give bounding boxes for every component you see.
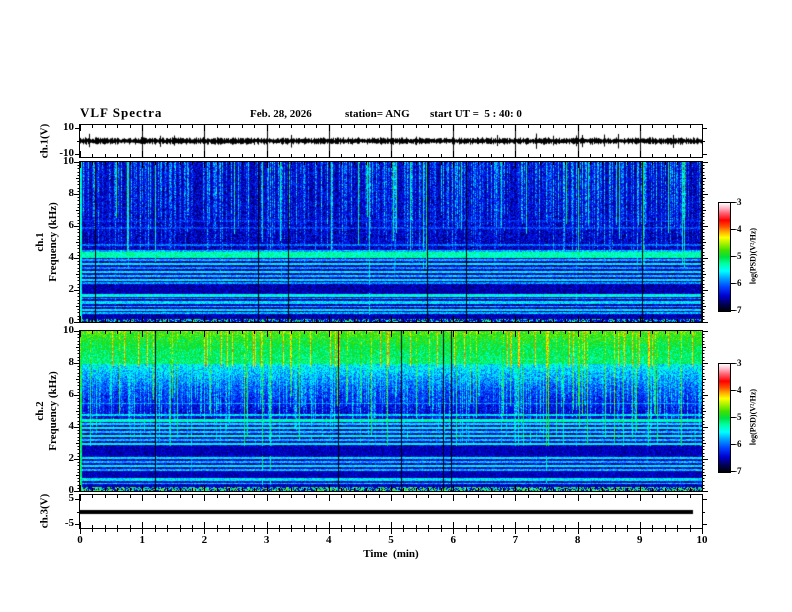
x-axis-title: Time (min) <box>363 548 419 560</box>
colorbar-tick-label: -5 <box>734 251 742 261</box>
y-tick-label: 2 <box>68 452 75 464</box>
colorbar-tick-label: -6 <box>734 439 742 449</box>
x-tick-label: 6 <box>450 534 456 546</box>
figure-title: VLF Spectra <box>80 105 163 120</box>
ch1-spectrogram-canvas <box>80 162 702 322</box>
colorbar-tick-label: -4 <box>734 385 742 395</box>
y-tick-label: 8 <box>68 356 75 368</box>
ch2-spectrogram-axis-label: ch.2 Frequency (kHz) <box>34 371 60 451</box>
x-tick-label: 1 <box>139 534 145 546</box>
colorbar-ch2 <box>718 363 731 473</box>
ch2-axis-label-channel: ch.2 <box>33 401 46 421</box>
colorbar-ch1 <box>718 202 731 312</box>
x-tick-label: 5 <box>388 534 394 546</box>
y-tick-label: 10 <box>63 324 74 336</box>
x-tick-label: 4 <box>326 534 332 546</box>
x-tick-label: 2 <box>201 534 208 546</box>
x-tick-label: 7 <box>512 534 519 546</box>
ch1-axis-label-frequency: Frequency (kHz) <box>47 202 59 282</box>
colorbar-tick-label: -3 <box>734 197 742 207</box>
y-tick-label: 0 <box>68 484 75 496</box>
colorbar-tick-label: -6 <box>734 278 742 288</box>
ch1-waveform-canvas <box>80 125 702 157</box>
ch2-axis-label-frequency: Frequency (kHz) <box>47 371 59 451</box>
y-tick-label: 6 <box>68 388 75 400</box>
y-tick-label: 8 <box>68 187 75 199</box>
y-tick-label: 10 <box>63 120 74 133</box>
ch2-spectrogram-canvas <box>80 331 702 491</box>
start-ut-label: start UT = 5 : 40: 0 <box>430 108 522 120</box>
colorbar-tick-label: -7 <box>734 305 742 315</box>
ch3-waveform-canvas <box>80 495 702 528</box>
station-label: station= ANG <box>345 108 410 120</box>
colorbar-tick-label: -5 <box>734 412 742 422</box>
colorbar-tick-label: -4 <box>734 224 742 234</box>
y-tick-label: -5 <box>64 517 74 530</box>
y-tick-label: 4 <box>68 251 75 263</box>
colorbar-tick-label: -7 <box>734 466 742 476</box>
y-tick-label: 6 <box>68 219 75 231</box>
x-tick-label: 3 <box>263 534 270 546</box>
colorbar1-axis-label: log(PSD)(V²/Hz) <box>748 227 758 285</box>
figure-date: Feb. 28, 2026 <box>250 108 312 120</box>
x-tick-label: 8 <box>574 534 581 546</box>
colorbar2-axis-label: log(PSD)(V²/Hz) <box>748 388 758 446</box>
x-tick-label: 9 <box>637 534 643 546</box>
y-tick-label: 2 <box>68 283 75 295</box>
y-tick-label: 0 <box>68 315 75 327</box>
y-tick-label: -10 <box>59 147 74 160</box>
colorbar-tick-label: -3 <box>734 358 742 368</box>
y-tick-label: 10 <box>63 155 74 167</box>
ch1-axis-label-channel: ch.1 <box>33 232 46 252</box>
ch1-spectrogram-axis-label: ch.1 Frequency (kHz) <box>34 202 60 282</box>
y-tick-label: 5 <box>68 491 75 504</box>
x-tick-label: 0 <box>77 534 83 546</box>
y-tick-label: 4 <box>68 420 75 432</box>
x-tick-label: 10 <box>696 534 708 546</box>
